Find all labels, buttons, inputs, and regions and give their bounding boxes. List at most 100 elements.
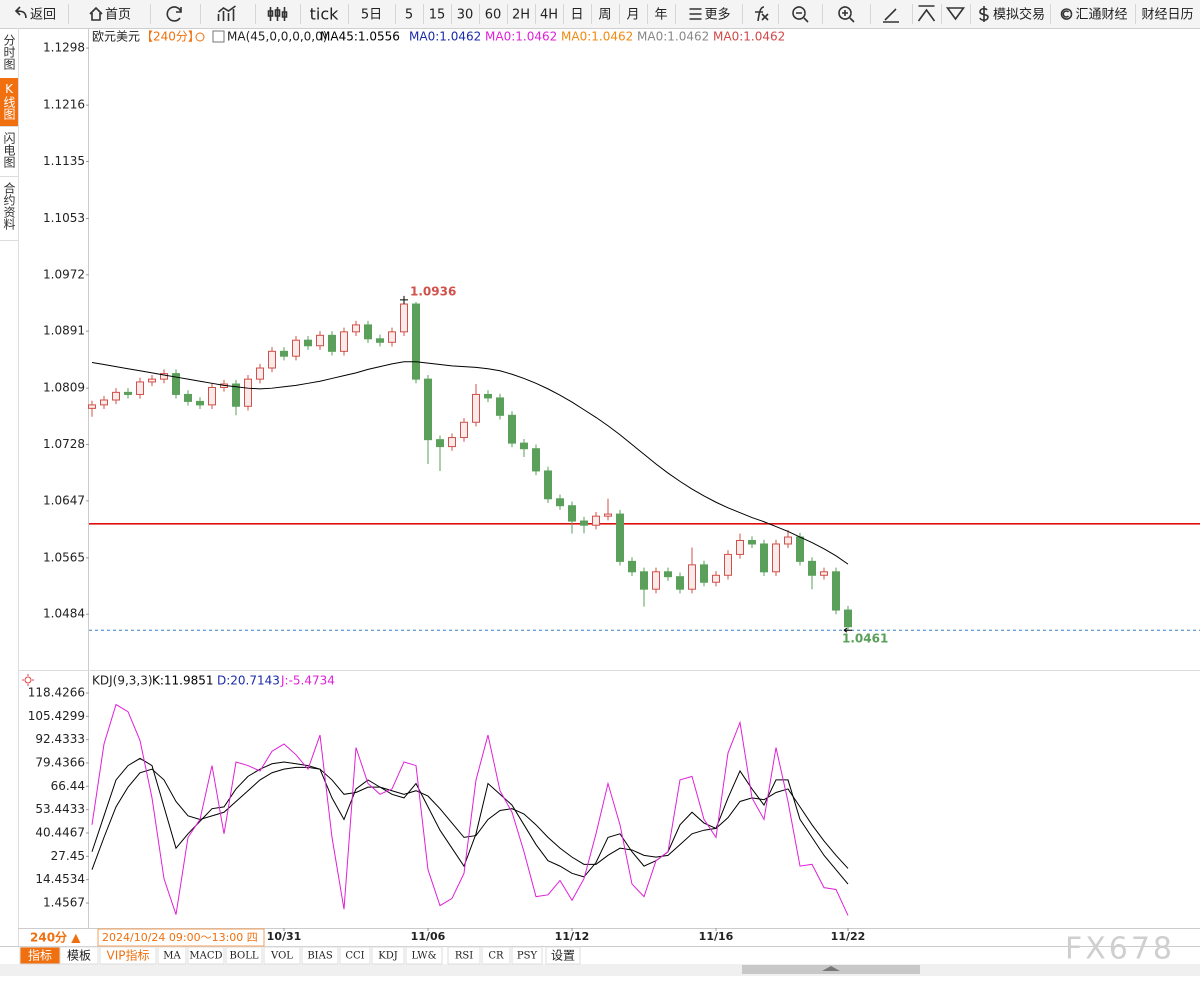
footer-tab[interactable] <box>301 946 339 965</box>
y-tick-label: 40.4467 <box>35 825 85 839</box>
footer-tab-label[interactable]: CCI <box>345 951 364 962</box>
kdj-line <box>91 766 849 870</box>
footer-tab[interactable] <box>59 946 99 965</box>
y-tick-label: 1.1135 <box>43 154 85 168</box>
chart-header: MA(45,0,0,0,0,0) <box>227 30 327 44</box>
toolbar-icon <box>792 6 809 23</box>
side-tab-label[interactable]: 合约资料 <box>2 181 16 230</box>
candle-body <box>196 400 204 406</box>
footer-tab[interactable] <box>157 946 187 965</box>
y-tick-label: 66.44 <box>51 779 85 793</box>
toolbar-label[interactable]: 汇通财经 <box>1075 8 1127 23</box>
toolbar-label[interactable]: 月 <box>626 8 639 23</box>
candle-body <box>592 515 600 526</box>
toolbar-label[interactable]: 财经日历 <box>1141 8 1193 23</box>
footer-tab[interactable] <box>371 946 405 965</box>
toolbar-button[interactable] <box>150 0 200 28</box>
side-tab[interactable] <box>0 178 18 240</box>
candle-body <box>508 414 516 444</box>
toolbar-label[interactable]: 30 <box>457 8 474 23</box>
footer-tab[interactable] <box>187 946 225 965</box>
candle-body <box>136 381 144 395</box>
toolbar-label[interactable]: 返回 <box>30 8 56 23</box>
footer-tab-label[interactable]: KDJ <box>378 951 398 962</box>
toolbar-label[interactable]: 日 <box>570 8 583 23</box>
toolbar-label[interactable]: 60 <box>485 8 502 23</box>
footer-tab[interactable] <box>545 946 581 965</box>
toolbar-button[interactable] <box>941 0 970 28</box>
legend-entry: D:20.7143 <box>217 674 280 688</box>
candle-body <box>520 442 528 450</box>
side-tab-label[interactable]: 闪电图 <box>2 132 16 168</box>
footer-tab-label[interactable]: 设置 <box>551 949 575 963</box>
footer-tab[interactable] <box>405 946 443 965</box>
toolbar-button[interactable] <box>200 0 255 28</box>
toolbar-label[interactable]: 模拟交易 <box>993 7 1045 23</box>
footer-tab[interactable] <box>511 946 543 965</box>
toolbar-button[interactable] <box>778 0 822 28</box>
footer-tab[interactable] <box>263 946 301 965</box>
footer-tab[interactable] <box>339 946 371 965</box>
footer-tab[interactable] <box>99 946 157 965</box>
footer-tab-label[interactable]: VOL <box>270 951 293 962</box>
low-label: 1.0461 <box>842 632 888 646</box>
candle-body <box>688 564 696 590</box>
footer-tab-label[interactable]: MA <box>163 951 181 962</box>
footer-tab[interactable] <box>225 946 263 965</box>
toolbar-label[interactable]: 2H <box>512 8 530 23</box>
candle-body <box>772 543 780 573</box>
y-tick-label: 1.0565 <box>43 550 85 564</box>
toolbar-icon <box>166 6 182 22</box>
side-tab-label[interactable]: 分时图 <box>2 34 16 70</box>
candle-body <box>280 350 288 357</box>
side-tab[interactable] <box>0 30 18 78</box>
candle-body <box>832 571 840 611</box>
toolbar-label[interactable]: tick <box>310 5 340 24</box>
candle-body <box>88 404 96 409</box>
y-tick-label: 1.0728 <box>43 437 85 451</box>
toolbar-label[interactable]: 年 <box>654 8 667 23</box>
time-box <box>97 928 265 947</box>
kdj-line <box>91 703 849 916</box>
footer-tab-label[interactable]: VIP指标 <box>107 948 150 963</box>
candle-body <box>736 540 744 555</box>
candle-body <box>796 536 804 562</box>
footer-tab[interactable] <box>447 946 481 965</box>
footer-tab-label[interactable]: LW& <box>412 951 437 962</box>
candle-body <box>604 513 612 517</box>
toolbar-label[interactable]: 5 <box>405 8 413 23</box>
toolbar-icon <box>217 5 236 21</box>
toolbar-label[interactable]: 周 <box>598 8 611 23</box>
side-tab[interactable] <box>0 128 18 176</box>
footer-tab-label[interactable]: BIAS <box>307 951 333 962</box>
side-tab[interactable] <box>0 78 18 126</box>
toolbar-label[interactable]: 4H <box>540 8 558 23</box>
side-tab-label[interactable]: K线图 <box>2 82 16 120</box>
toolbar-button[interactable] <box>912 0 941 28</box>
toolbar-label[interactable]: 15 <box>429 8 446 23</box>
candle-body <box>496 397 504 416</box>
high-label: 1.0936 <box>410 284 456 298</box>
footer-tab-label[interactable]: PSY <box>517 951 538 962</box>
footer-tab-label[interactable]: RSI <box>455 951 473 962</box>
toolbar-label[interactable]: 首页 <box>105 8 131 23</box>
footer-tab-label[interactable]: MACD <box>189 951 222 962</box>
x-tick-label: 10/31 <box>267 930 302 943</box>
toolbar-icon <box>838 6 855 23</box>
footer-tab-label[interactable]: CR <box>488 951 504 962</box>
footer-tab[interactable] <box>481 946 511 965</box>
footer-tab-label[interactable]: 模板 <box>67 949 91 963</box>
candle-body <box>712 574 720 583</box>
candle-body <box>184 393 192 402</box>
candle-body <box>340 331 348 352</box>
candle-body <box>532 448 540 472</box>
toolbar-label[interactable]: 更多 <box>704 7 730 23</box>
candle-body <box>700 564 708 583</box>
toolbar-label[interactable]: 5日 <box>361 8 382 23</box>
toolbar-icon <box>14 6 27 19</box>
footer-tab-label[interactable]: 指标 <box>28 948 52 963</box>
period-label[interactable]: 240分 ▲ <box>30 930 81 945</box>
footer-tab-label[interactable]: BOLL <box>229 951 258 962</box>
candle-body <box>148 378 156 383</box>
toolbar-button[interactable] <box>822 0 870 28</box>
